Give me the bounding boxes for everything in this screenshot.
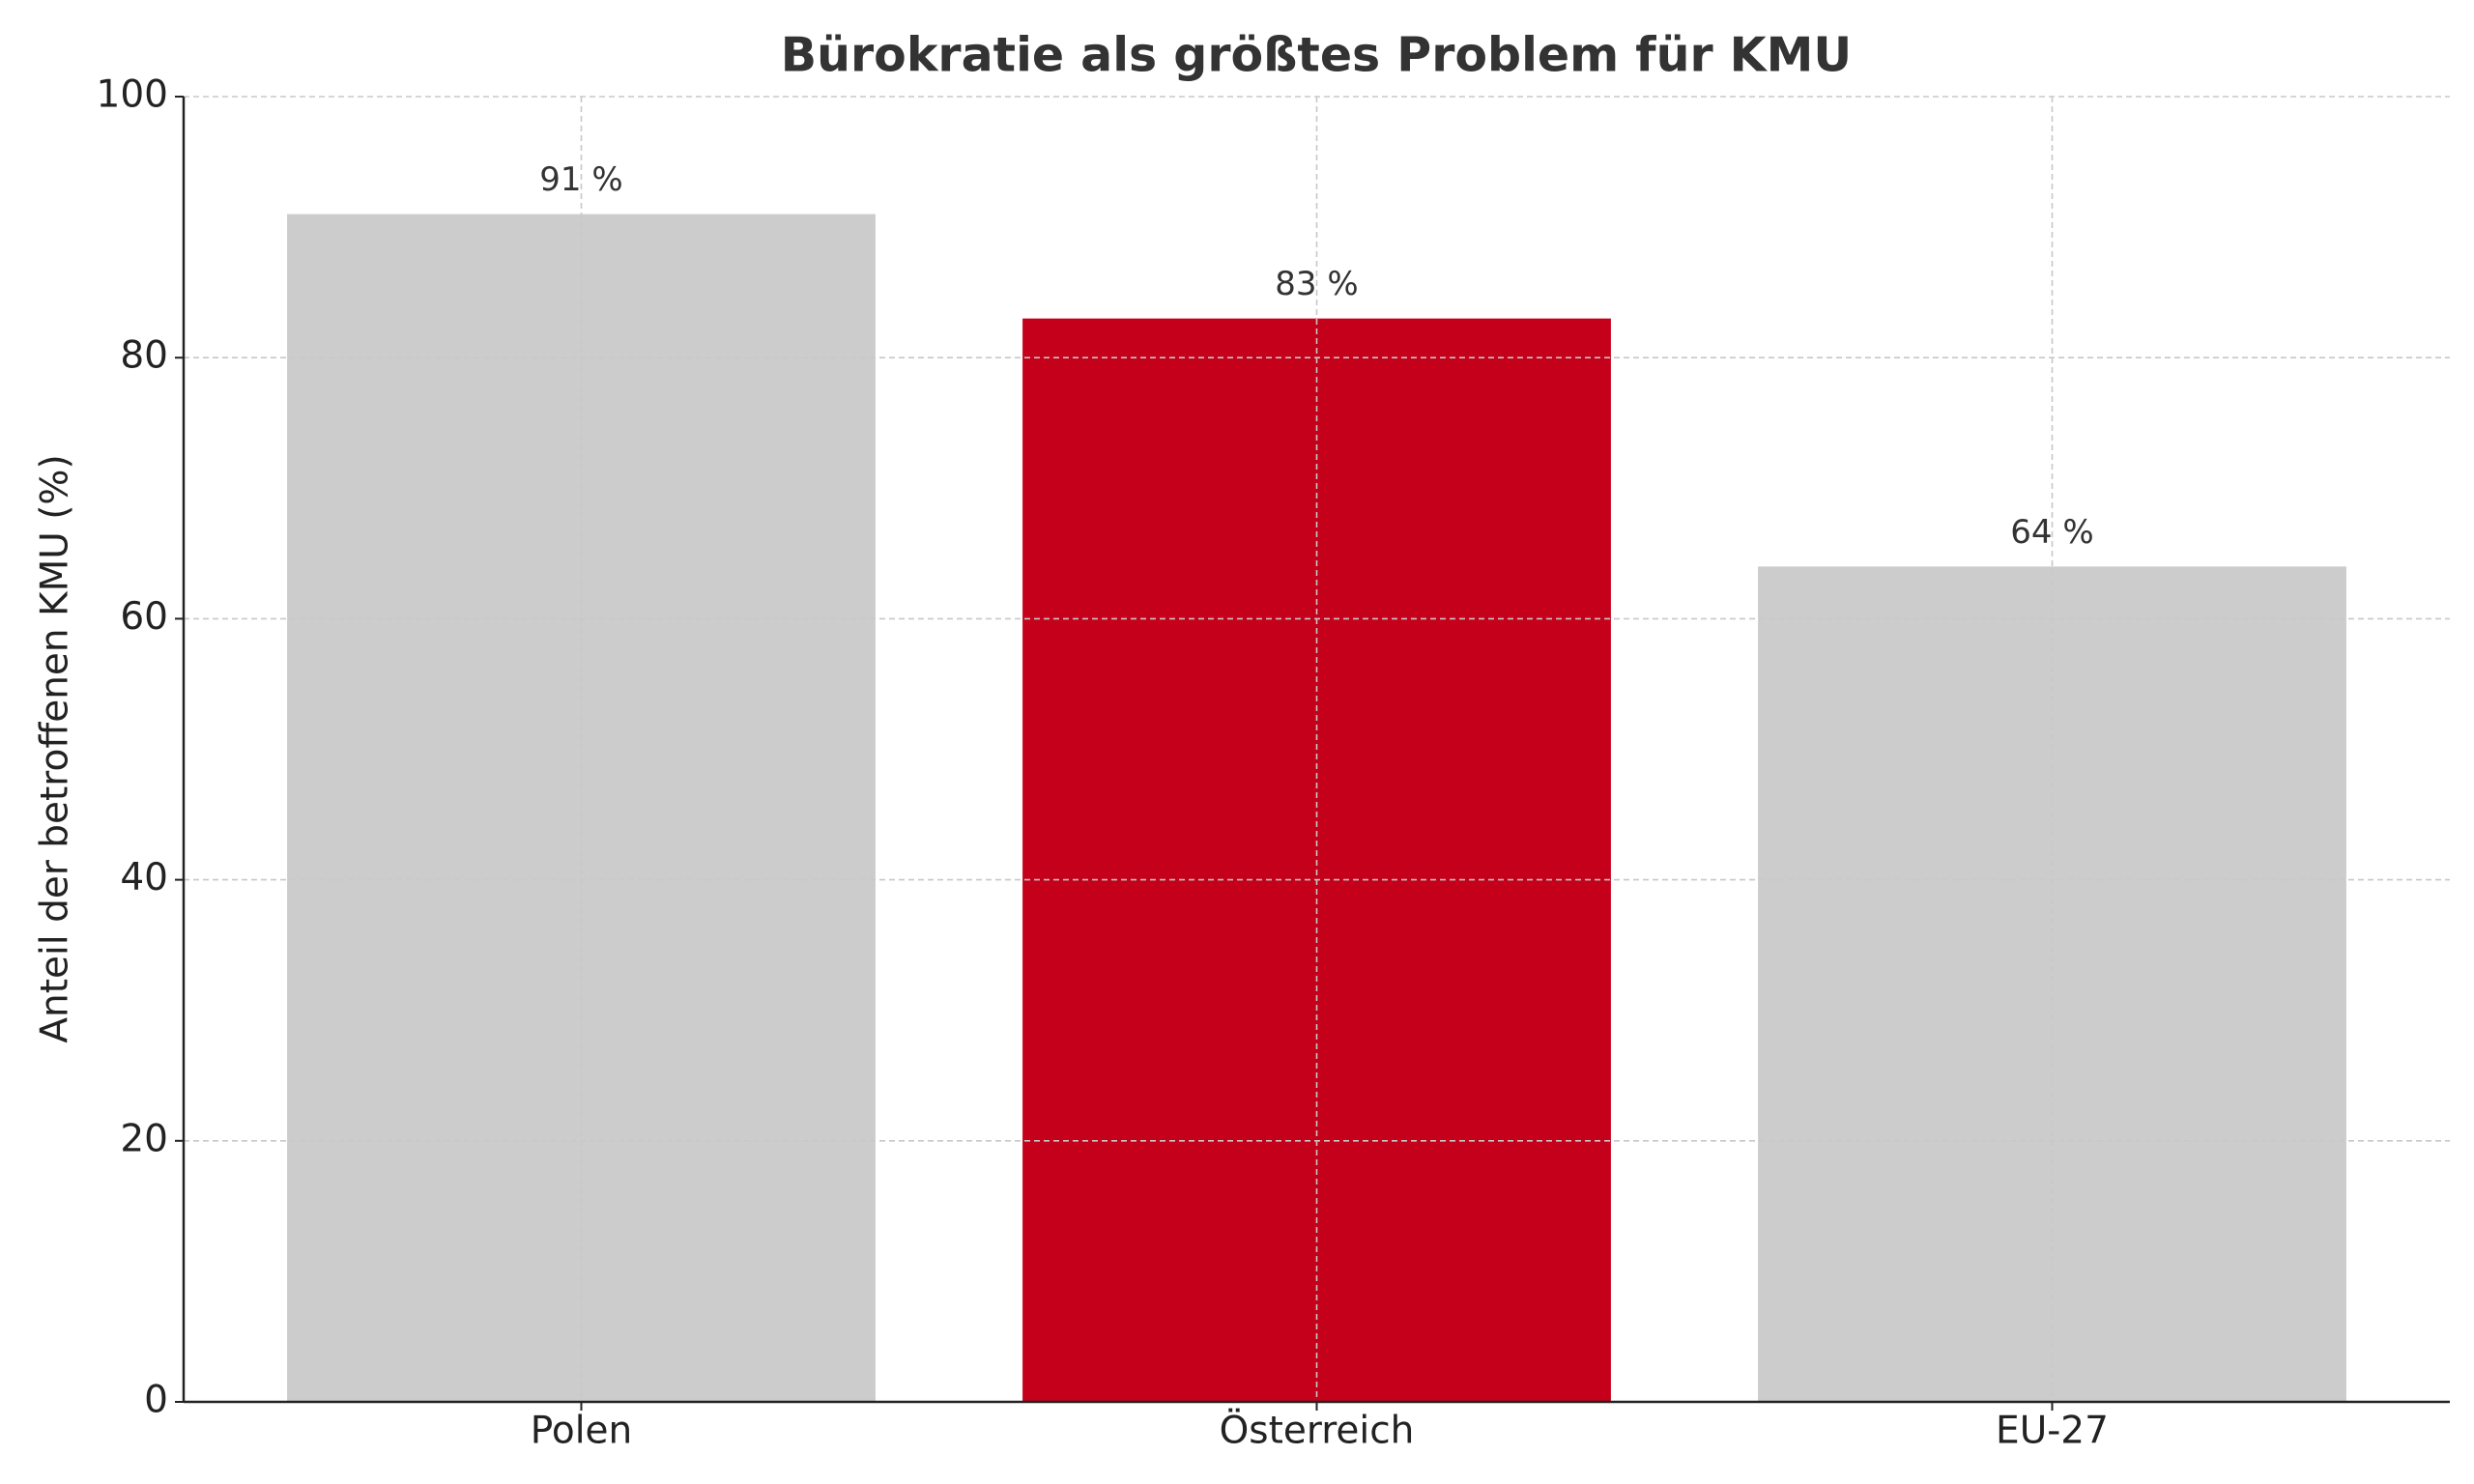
y-tick-label: 60 — [120, 595, 168, 639]
y-tick-label: 20 — [120, 1117, 168, 1160]
y-axis-label: Anteil der betroffenen KMU (%) — [34, 454, 77, 1042]
x-tick-label: EU-27 — [1996, 1410, 2109, 1453]
y-tick-label: 100 — [97, 73, 168, 117]
x-tick-label: Österreich — [1220, 1409, 1415, 1453]
chart-title: Bürokratie als größtes Problem für KMU — [781, 28, 1852, 83]
bar — [287, 214, 876, 1403]
y-tick-label: 80 — [120, 334, 168, 378]
y-tick-label: 0 — [144, 1379, 168, 1422]
y-tick-label: 40 — [120, 856, 168, 899]
x-tick-label: Polen — [531, 1410, 633, 1453]
